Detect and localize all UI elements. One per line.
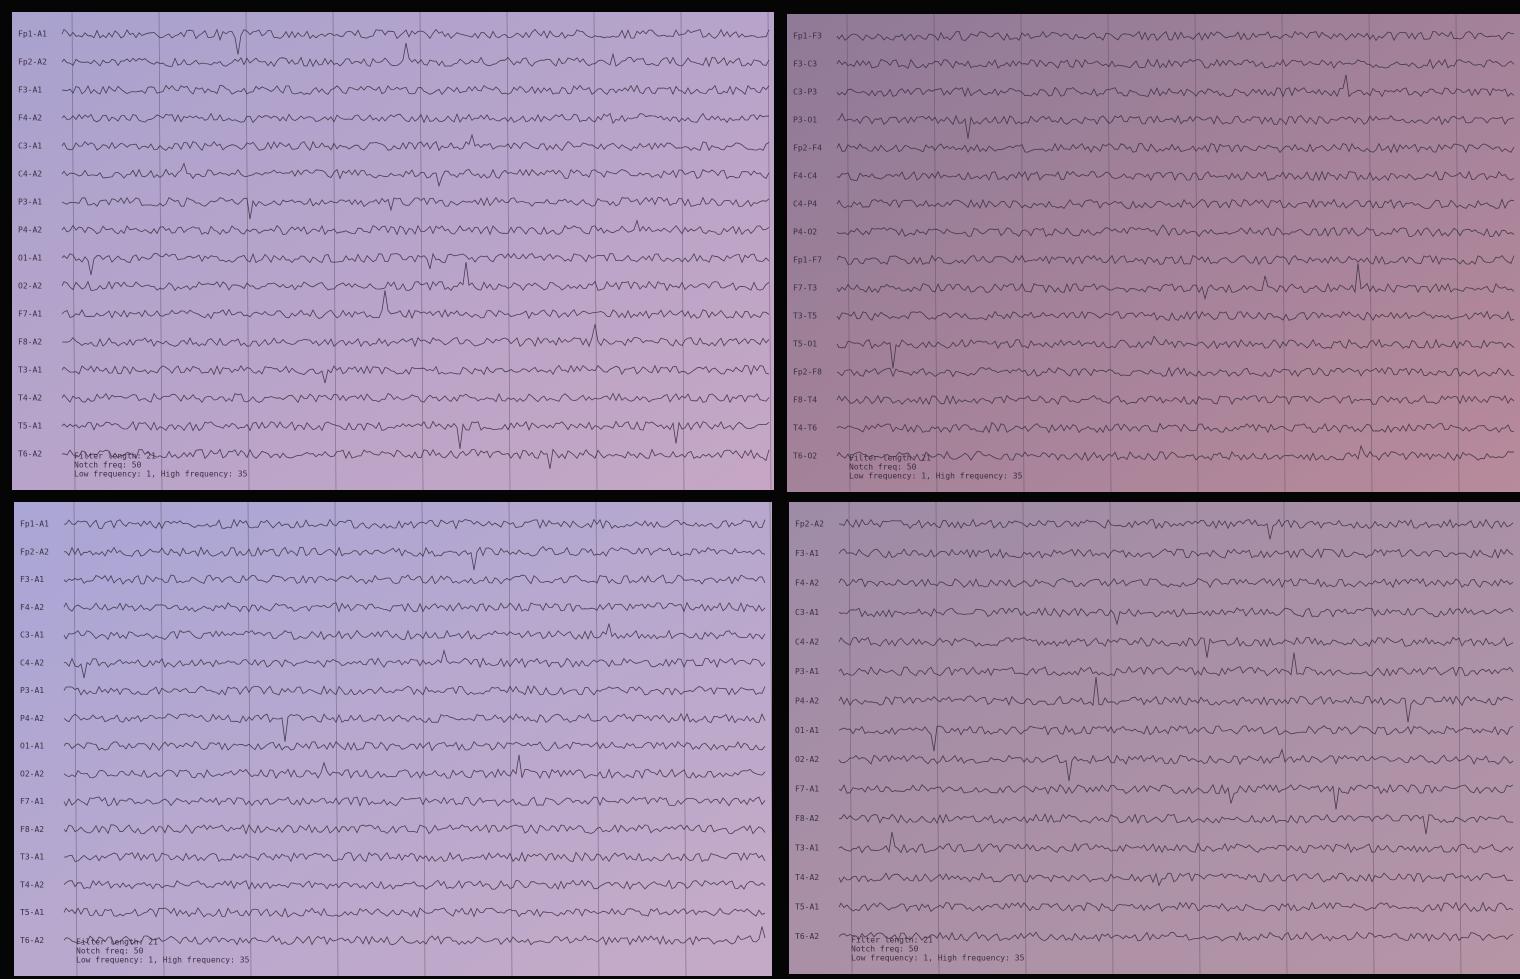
channel-label: Fp1-A1 [18, 30, 47, 39]
sheet-canvas: Fp1-A1 Fp2-A2 F3-A1 F4-A2 C3-A1 C4-A2 P3-A1 P4-… [14, 502, 772, 976]
recording-settings: Notch freq: 50 [851, 945, 919, 954]
channel-label: T6-A2 [795, 932, 819, 941]
channel-label: Fp2-A2 [20, 547, 49, 556]
channel-label: C3-P3 [793, 88, 817, 97]
channel-label: Fp2-A2 [795, 520, 824, 529]
channel-label: F8-A2 [795, 814, 819, 823]
eeg-sheet: Fp2-A2 F3-A1 F4-A2 C3-A1 C4-A2 P3-A1 P4-A2 O1-A… [789, 502, 1520, 974]
channel-label: F7-A1 [18, 310, 42, 319]
recording-settings: Filter length: 21 [74, 452, 156, 461]
channel-label: Fp1-A1 [20, 520, 49, 529]
channel-label: F3-A1 [795, 549, 819, 558]
channel-label: P3-O1 [793, 116, 817, 125]
channel-label: F4-C4 [793, 172, 817, 181]
channel-label: C4-P4 [793, 200, 817, 209]
channel-label: T4-T6 [793, 424, 817, 433]
channel-label: T4-A2 [20, 880, 44, 889]
recording-settings: Low frequency: 1, High frequency: 35 [849, 472, 1023, 481]
channel-label: F3-A1 [20, 575, 44, 584]
channel-label: F4-A2 [18, 114, 42, 123]
channel-label: Fp2-F8 [793, 368, 822, 377]
paper [787, 14, 1520, 492]
channel-label: C3-A1 [20, 631, 44, 640]
channel-label: T3-A1 [795, 844, 819, 853]
channel-label: F4-A2 [795, 578, 819, 587]
channel-label: F3-A1 [18, 86, 42, 95]
recording-settings: Notch freq: 50 [76, 947, 144, 956]
channel-label: T3-A1 [20, 853, 44, 862]
channel-label: F7-T3 [793, 284, 817, 293]
recording-settings: Filter length: 21 [76, 938, 158, 947]
channel-label: T5-O1 [793, 340, 817, 349]
channel-label: T3-T5 [793, 312, 817, 321]
channel-label: T5-A1 [20, 908, 44, 917]
eeg-sheet: Fp1-A1 Fp2-A2 F3-A1 F4-A2 C3-A1 C4-A2 P3-A1 P4-… [12, 12, 774, 490]
channel-label: P4-A2 [20, 714, 44, 723]
paper [12, 12, 774, 490]
channel-label: F3-C3 [793, 60, 817, 69]
page: {"panels": [ {"channels": ["Fp1-A1","Fp2… [0, 0, 1520, 979]
channel-label: P4-A2 [795, 696, 819, 705]
channel-label: C3-A1 [795, 608, 819, 617]
sheet-canvas: Fp2-A2 F3-A1 F4-A2 C3-A1 C4-A2 P3-A1 P4-A2 O1-A… [789, 502, 1520, 974]
channel-label: O1-A1 [795, 726, 819, 735]
channel-label: F4-A2 [20, 603, 44, 612]
channel-label: P3-A1 [18, 198, 42, 207]
channel-label: Fp1-F3 [793, 32, 822, 41]
paper [14, 502, 772, 976]
sheet-canvas: Fp1-A1 Fp2-A2 F3-A1 F4-A2 C3-A1 C4-A2 P3-A1 P4-… [12, 12, 774, 490]
channel-label: O2-A2 [18, 282, 42, 291]
channel-label: O1-A1 [20, 742, 44, 751]
channel-label: F7-A1 [20, 797, 44, 806]
channel-label: O2-A2 [795, 755, 819, 764]
channel-label: C4-A2 [795, 637, 819, 646]
channel-label: P3-A1 [20, 686, 44, 695]
recording-settings: Notch freq: 50 [849, 463, 917, 472]
recording-settings: Low frequency: 1, High frequency: 35 [74, 470, 248, 479]
sheet-canvas: Fp1-F3 F3-C3 C3-P3 P3-O1 Fp2-F4 F4-C4 C4-P4 P4-… [787, 14, 1520, 492]
recording-settings: Filter length: 21 [851, 936, 933, 945]
channel-label: P4-O2 [793, 228, 817, 237]
channel-label: T4-A2 [795, 873, 819, 882]
channel-label: Fp2-A2 [18, 58, 47, 67]
recording-settings: Low frequency: 1, High frequency: 35 [851, 954, 1025, 963]
paper [789, 502, 1520, 974]
recording-settings: Notch freq: 50 [74, 461, 142, 470]
eeg-sheet: Fp1-F3 F3-C3 C3-P3 P3-O1 Fp2-F4 F4-C4 C4-P4 P4-… [787, 14, 1520, 492]
channel-label: O1-A1 [18, 254, 42, 263]
channel-label: T4-A2 [18, 394, 42, 403]
channel-label: F8-A2 [18, 338, 42, 347]
channel-label: T6-A2 [18, 450, 42, 459]
channel-label: O2-A2 [20, 769, 44, 778]
channel-label: P4-A2 [18, 226, 42, 235]
channel-label: C3-A1 [18, 142, 42, 151]
channel-label: T6-A2 [20, 936, 44, 945]
channel-label: T6-O2 [793, 452, 817, 461]
channel-label: F8-T4 [793, 396, 817, 405]
channel-label: Fp1-F7 [793, 256, 822, 265]
recording-settings: Filter length: 21 [849, 454, 931, 463]
channel-label: P3-A1 [795, 667, 819, 676]
recording-settings: Low frequency: 1, High frequency: 35 [76, 956, 250, 965]
channel-label: Fp2-F4 [793, 144, 822, 153]
channel-label: T5-A1 [795, 903, 819, 912]
channel-label: T5-A1 [18, 422, 42, 431]
channel-label: F8-A2 [20, 825, 44, 834]
channel-label: F7-A1 [795, 785, 819, 794]
eeg-sheet: Fp1-A1 Fp2-A2 F3-A1 F4-A2 C3-A1 C4-A2 P3-A1 P4-… [14, 502, 772, 976]
channel-label: C4-A2 [18, 170, 42, 179]
channel-label: C4-A2 [20, 658, 44, 667]
channel-label: T3-A1 [18, 366, 42, 375]
